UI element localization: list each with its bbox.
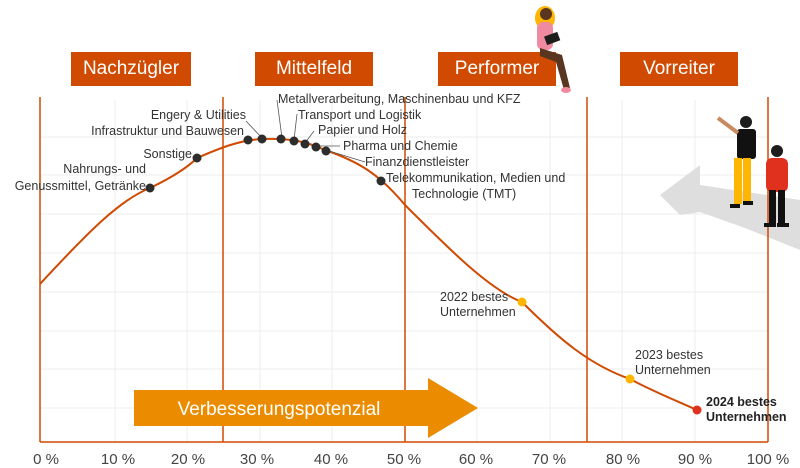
x-tick-80: 80 % [605, 451, 641, 468]
label-best-2024-line2: Unternehmen [706, 410, 787, 424]
phase-performer: Performer [438, 52, 556, 86]
zone-dividers [39, 97, 769, 443]
point-sonstige[interactable] [192, 153, 202, 163]
label-transport: Transport und Logistik [298, 108, 422, 122]
leader-lines [245, 99, 366, 163]
label-best-2022-line1: 2022 bestes [440, 290, 509, 304]
label-sonstige: Sonstige [143, 147, 192, 161]
point-transport[interactable] [289, 136, 299, 146]
label-best-2022-line2: Unternehmen [440, 305, 516, 319]
label-nahrung-line1: Nahrungs- und [63, 162, 146, 176]
point-metall[interactable] [276, 134, 286, 144]
x-tick-40: 40 % [313, 451, 349, 468]
point-nahrung[interactable] [145, 183, 155, 193]
label-tmt-line1: Telekommunikation, Medien und [386, 171, 566, 185]
maturity-curve [39, 137, 698, 411]
label-infra: Infrastruktur und Bauwesen [91, 124, 244, 138]
point-energy[interactable] [243, 135, 253, 145]
phase-mittelfeld: Mittelfeld [255, 52, 373, 86]
pointing-man-icon [716, 116, 756, 208]
x-tick-90: 90 % [677, 451, 713, 468]
label-best-2023-line1: 2023 bestes [635, 348, 704, 362]
x-tick-100: 100 % [746, 451, 790, 468]
point-best-2023[interactable] [625, 374, 635, 384]
x-tick-50: 50 % [386, 451, 422, 468]
improvement-arrow-icon [134, 378, 478, 438]
label-papier: Papier und Holz [318, 123, 407, 137]
label-nahrung-line2: Genussmittel, Getränke [14, 179, 146, 193]
industry-points [145, 134, 386, 193]
woman-with-laptop-icon [535, 6, 571, 93]
label-tmt-line2: Technologie (TMT) [412, 187, 517, 201]
x-tick-60: 60 % [458, 451, 494, 468]
label-best-2024-line1: 2024 bestes [706, 395, 777, 409]
point-best-2024[interactable] [692, 405, 702, 415]
phase-vorreiter: Vorreiter [620, 52, 738, 86]
x-tick-20: 20 % [170, 451, 206, 468]
label-pharma: Pharma und Chemie [343, 139, 458, 153]
x-tick-0: 0 % [33, 451, 59, 468]
standing-person-icon [764, 145, 789, 227]
x-tick-70: 70 % [531, 451, 567, 468]
label-finanz: Finanzdienstleister [365, 155, 470, 169]
point-tmt[interactable] [376, 176, 386, 186]
point-best-2022[interactable] [517, 297, 527, 307]
label-energy: Engery & Utilities [150, 108, 246, 122]
improvement-arrow-label: Verbesserungspotenzial [177, 399, 381, 420]
point-papier[interactable] [300, 139, 310, 149]
phase-nachzuegler: Nachzügler [71, 52, 191, 86]
point-infra[interactable] [257, 134, 267, 144]
label-metall: Metallverarbeitung, Maschinenbau und KFZ [278, 92, 521, 106]
x-tick-10: 10 % [100, 451, 136, 468]
point-pharma[interactable] [311, 142, 321, 152]
x-tick-30: 30 % [239, 451, 275, 468]
label-best-2023-line2: Unternehmen [635, 363, 711, 377]
point-finanz[interactable] [321, 146, 331, 156]
